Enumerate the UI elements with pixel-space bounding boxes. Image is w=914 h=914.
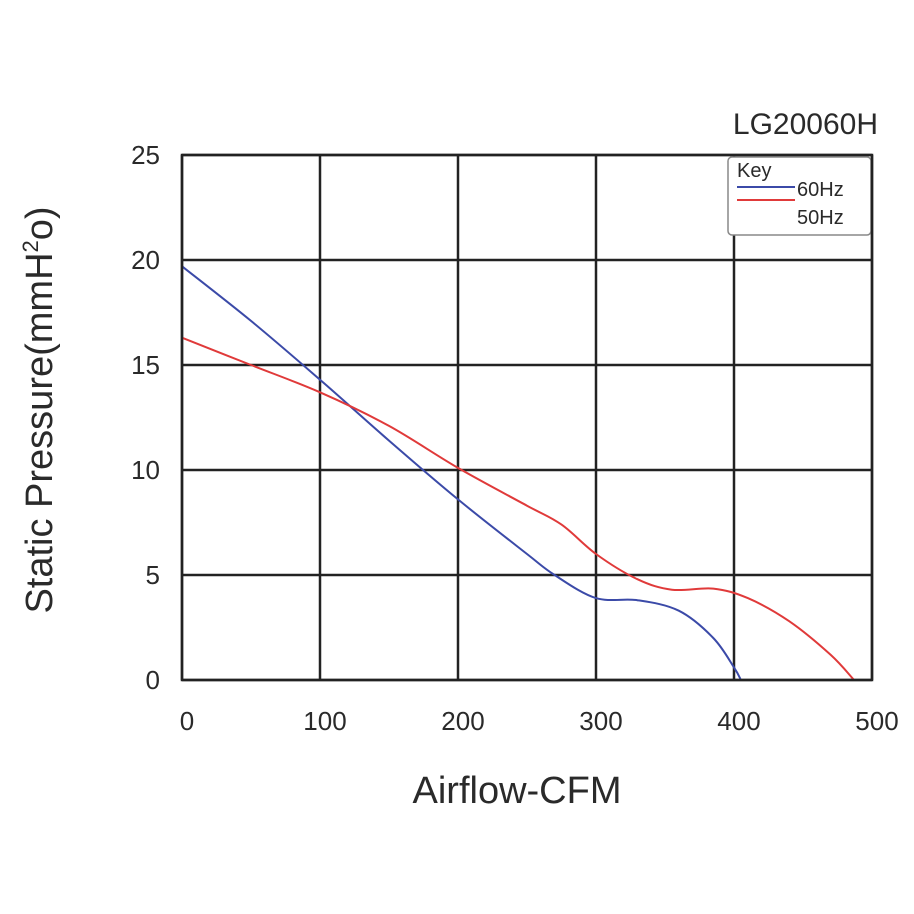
x-tick-label: 200 <box>441 706 484 736</box>
x-axis-label: Airflow-CFM <box>413 770 622 812</box>
x-tick-labels: 0 100 200 300 400 500 <box>180 706 899 736</box>
x-tick-label: 100 <box>303 706 346 736</box>
y-tick-label: 20 <box>131 245 160 275</box>
series-line-50hz <box>181 336 856 681</box>
chart-title: LG20060H <box>733 108 878 141</box>
x-tick-label: 300 <box>579 706 622 736</box>
y-tick-label: 25 <box>131 140 160 170</box>
x-tick-label: 400 <box>717 706 760 736</box>
y-tick-labels: 0 5 10 15 20 25 <box>131 140 160 695</box>
x-tick-label: 0 <box>180 706 194 736</box>
y-tick-label: 0 <box>146 665 160 695</box>
series-line-60hz <box>181 265 742 681</box>
x-tick-label: 500 <box>855 706 898 736</box>
legend-title: Key <box>737 160 771 182</box>
legend-label-50hz: 50Hz <box>797 207 844 229</box>
legend-label-60hz: 60Hz <box>797 179 844 201</box>
y-tick-label: 10 <box>131 455 160 485</box>
y-axis-label-main: Static Pressure(mmH <box>19 252 61 613</box>
series-lines <box>181 265 856 681</box>
y-tick-label: 5 <box>146 560 160 590</box>
legend: Key 60Hz 50Hz <box>727 156 872 236</box>
y-axis-label-sup: 2 <box>18 240 43 252</box>
y-axis-label-end: o) <box>19 206 61 240</box>
y-tick-label: 15 <box>131 350 160 380</box>
plot-frame <box>180 153 874 682</box>
y-axis-label: Static Pressure(mmH2o) <box>18 206 61 613</box>
